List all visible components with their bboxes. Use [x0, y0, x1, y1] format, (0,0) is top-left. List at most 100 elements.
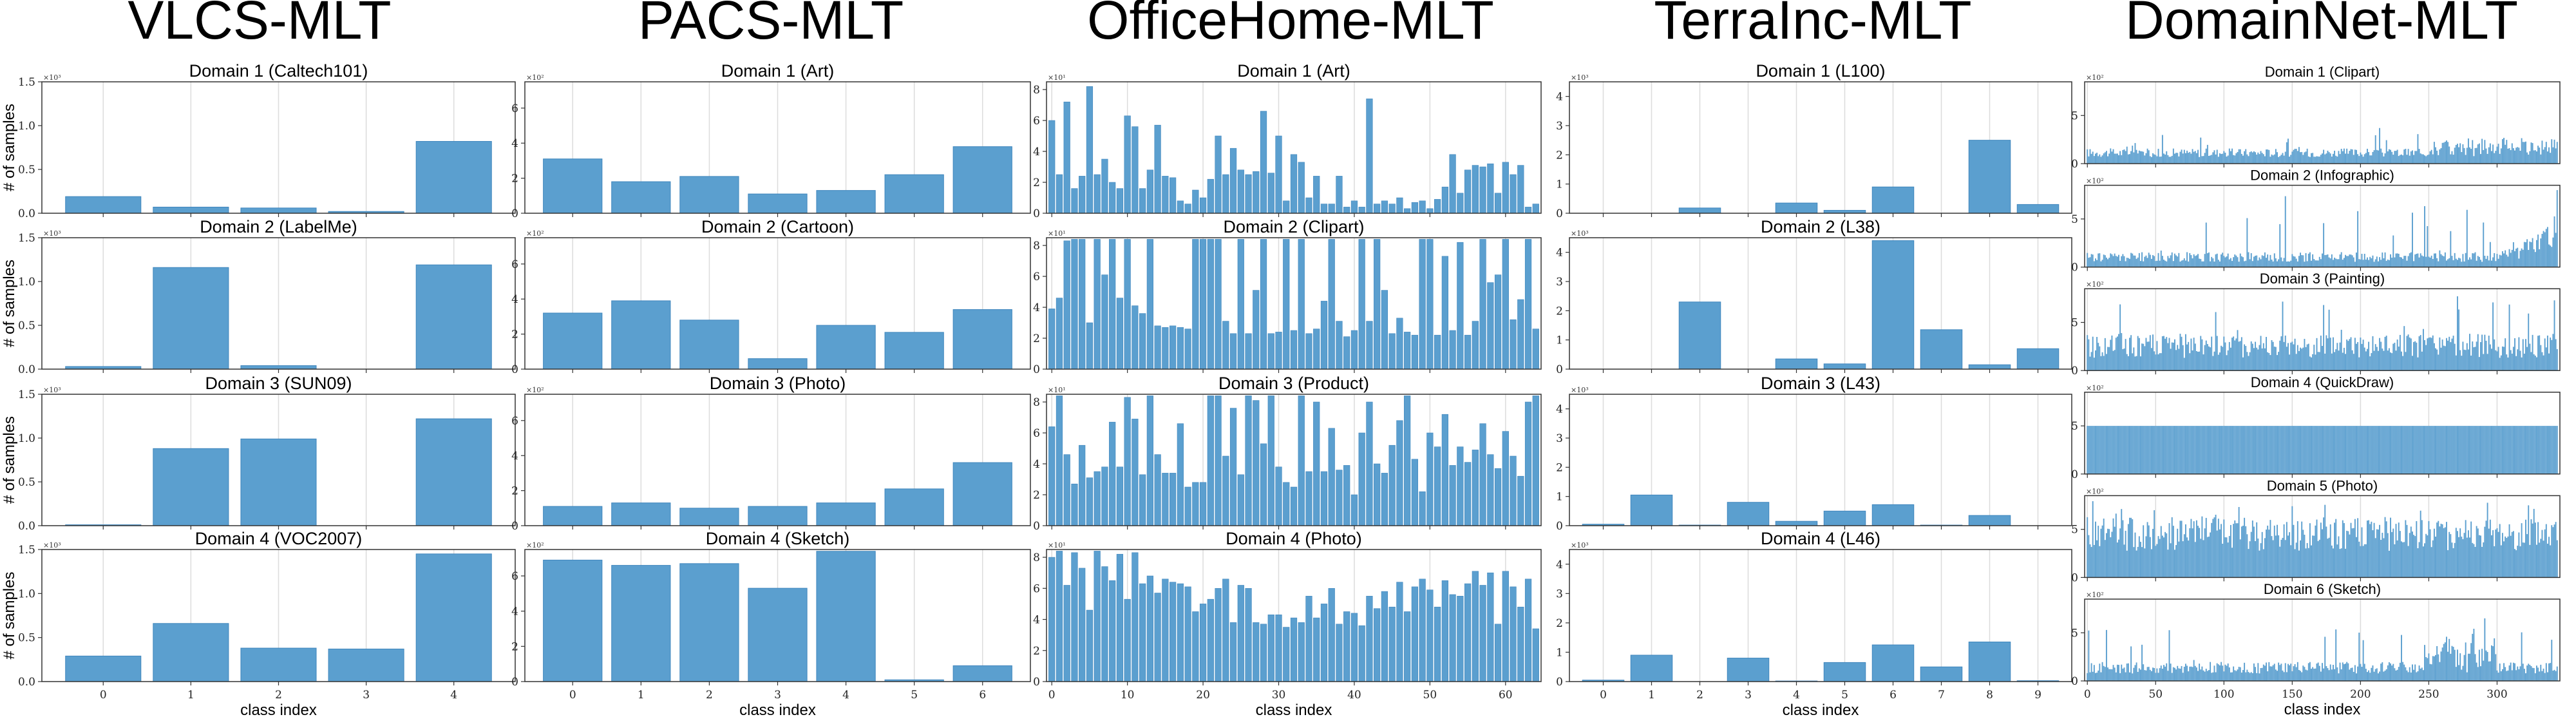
bar — [2278, 662, 2280, 681]
y-axis-label: # of samples — [1, 416, 18, 504]
bar — [2443, 528, 2445, 578]
bar — [2485, 426, 2487, 474]
y-multiplier: ×10³ — [43, 73, 61, 82]
bar — [2089, 356, 2091, 371]
x-tick-label: 3 — [774, 689, 781, 702]
axes-frame — [1569, 81, 2072, 214]
bar — [2525, 339, 2526, 371]
bar — [1419, 578, 1426, 682]
bar — [2118, 155, 2119, 164]
bar — [2550, 663, 2552, 681]
bar — [2446, 260, 2447, 267]
bar — [2287, 343, 2289, 371]
bar — [2469, 426, 2470, 474]
bar — [2518, 337, 2520, 371]
bar — [2123, 544, 2125, 578]
bar — [2522, 142, 2524, 164]
bar — [2533, 668, 2535, 681]
bar — [2239, 539, 2241, 578]
bar — [2116, 256, 2118, 267]
bar — [2248, 426, 2249, 474]
bar — [1124, 239, 1131, 370]
bar — [2465, 642, 2467, 681]
bar — [1260, 111, 1267, 214]
bar — [2211, 522, 2213, 578]
bar — [2371, 521, 2372, 578]
y-tick-label: 2 — [1556, 617, 1563, 630]
bar — [2373, 350, 2375, 371]
bar — [2511, 531, 2513, 578]
bar — [2174, 667, 2175, 681]
bar — [2227, 253, 2229, 267]
bar — [2501, 346, 2503, 371]
bar — [2194, 151, 2196, 164]
bar — [2376, 347, 2378, 371]
bar — [2190, 666, 2192, 681]
x-tick-label: 0 — [569, 689, 576, 702]
bar — [2200, 539, 2202, 578]
bar — [1381, 591, 1388, 682]
bar — [2221, 524, 2222, 578]
bar — [1086, 609, 1094, 682]
bar — [2320, 155, 2322, 164]
bar — [2316, 338, 2318, 371]
bar — [2088, 630, 2090, 681]
bar — [2235, 338, 2237, 371]
bar — [2098, 426, 2099, 474]
bar — [2392, 664, 2394, 681]
bar — [2170, 426, 2172, 474]
bar — [2384, 336, 2386, 371]
bar — [2273, 253, 2275, 267]
bar — [2371, 353, 2372, 371]
bar — [2217, 260, 2219, 267]
bar — [2108, 153, 2110, 164]
bar — [1374, 204, 1381, 214]
bar — [1968, 364, 2011, 370]
bar — [2194, 343, 2196, 371]
x-tick-label: 8 — [1986, 689, 1993, 702]
bar — [1419, 239, 1426, 370]
bar — [2367, 521, 2368, 578]
bar — [2452, 336, 2454, 371]
bar — [2227, 542, 2229, 578]
bar — [2145, 670, 2147, 681]
bar — [2543, 668, 2544, 681]
bar — [1457, 242, 1464, 370]
bar — [2205, 148, 2207, 164]
bar — [2302, 347, 2304, 371]
bar — [2350, 667, 2352, 681]
bar — [2088, 258, 2090, 267]
bar — [2539, 426, 2541, 474]
bar — [2363, 253, 2365, 267]
bar — [2539, 249, 2541, 267]
bar — [2448, 146, 2450, 164]
y-tick-label: 1 — [1556, 178, 1563, 191]
bar — [2346, 530, 2348, 578]
bar — [2349, 669, 2351, 681]
bar — [2365, 544, 2367, 578]
bar — [2224, 152, 2226, 164]
bar — [2268, 426, 2270, 474]
bar — [2336, 544, 2338, 578]
bar — [2295, 542, 2297, 578]
bar — [2373, 671, 2375, 681]
bar — [2372, 530, 2374, 578]
bar — [2447, 426, 2449, 474]
bar — [2186, 344, 2188, 371]
bar — [2279, 426, 2281, 474]
x-tick-label: 10 — [1121, 689, 1135, 702]
bar — [2365, 153, 2367, 164]
bar — [1775, 202, 1818, 214]
bar — [2322, 153, 2323, 164]
bar — [1396, 318, 1403, 370]
bar — [2267, 426, 2269, 474]
y-tick-label: 0 — [1033, 520, 1040, 533]
bar — [2421, 667, 2423, 681]
x-tick-label: 150 — [2282, 688, 2302, 701]
bar — [2309, 356, 2311, 371]
bar — [2522, 542, 2524, 578]
bar — [2145, 536, 2147, 578]
bar — [1229, 408, 1237, 526]
bar — [2313, 345, 2315, 371]
